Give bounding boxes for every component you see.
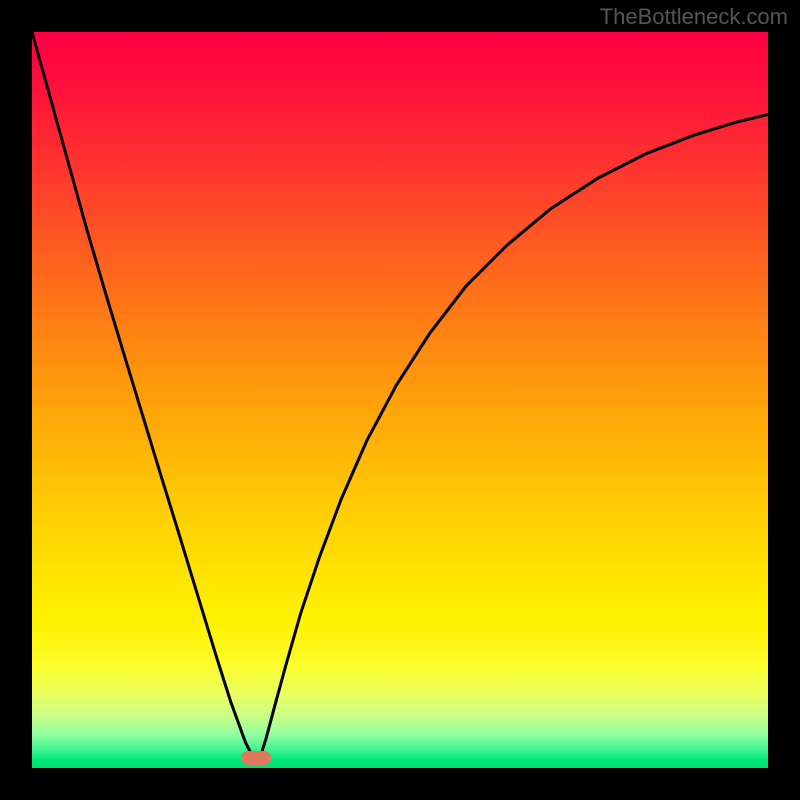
plot-area	[32, 32, 768, 768]
watermark-text: TheBottleneck.com	[600, 4, 788, 30]
bottleneck-marker	[241, 751, 271, 765]
chart-container: TheBottleneck.com	[0, 0, 800, 800]
bottleneck-curve	[32, 32, 768, 768]
